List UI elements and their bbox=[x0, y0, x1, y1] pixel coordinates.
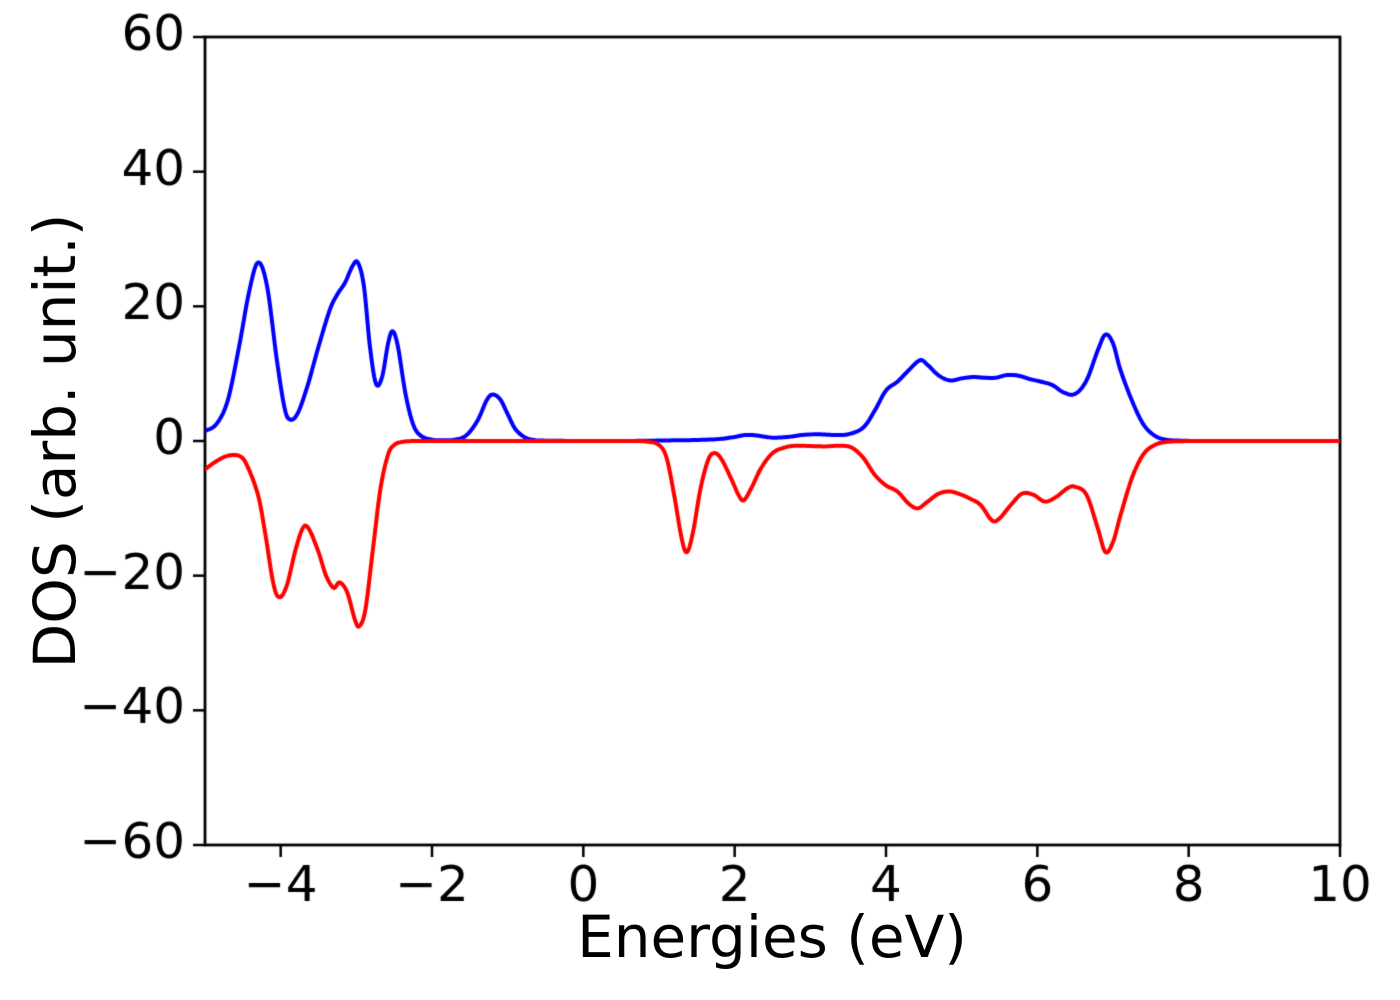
x-axis-label: Energies (eV) bbox=[577, 903, 967, 971]
y-axis-label: DOS (arb. unit.) bbox=[21, 213, 89, 669]
